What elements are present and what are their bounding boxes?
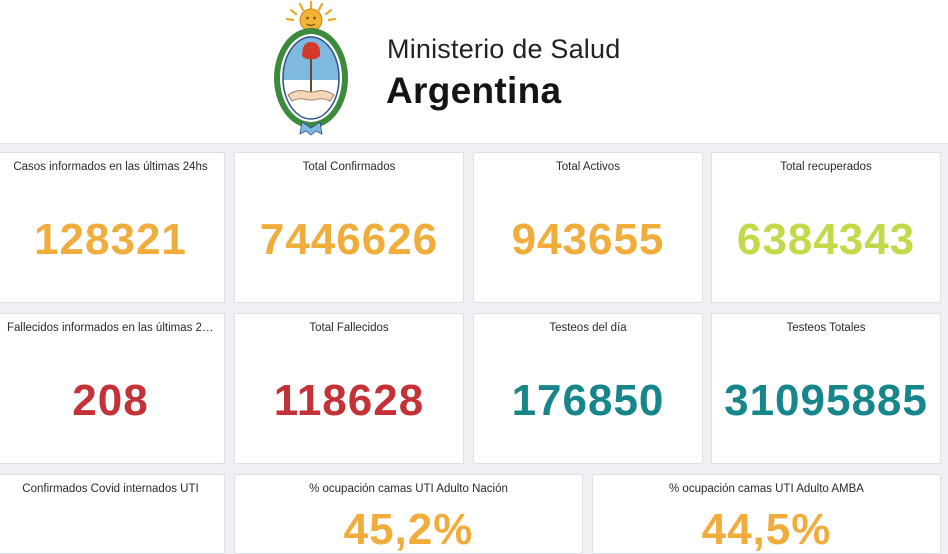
card-value: 943655 [511, 215, 665, 264]
card-ocupacion-uti-nacion: % ocupación camas UTI Adulto Nación 45,2… [234, 474, 583, 554]
card-title: Confirmados Covid internados UTI [22, 483, 199, 495]
card-title: Testeos Totales [786, 322, 866, 334]
card-title: Total Fallecidos [309, 322, 389, 334]
brand-line2: Argentina [386, 70, 562, 111]
card-title: Testeos del día [549, 322, 627, 334]
card-value: 128321 [34, 215, 187, 264]
card-title: Total recuperados [780, 161, 872, 173]
card-title: Total Confirmados [302, 161, 396, 173]
card-value: 208 [72, 376, 149, 425]
card-total-fallecidos: Total Fallecidos 118628 [234, 313, 464, 464]
card-testeos-del-dia: Testeos del día 176850 [473, 313, 703, 464]
card-fallecidos-24hs: Fallecidos informados en las últimas 24h… [0, 313, 225, 464]
card-title: % ocupación camas UTI Adulto AMBA [669, 483, 864, 495]
card-title: Casos informados en las últimas 24hs [13, 161, 208, 173]
card-value: 118628 [273, 376, 425, 425]
card-title: Total Activos [556, 161, 620, 173]
card-value: 45,2% [343, 505, 474, 554]
header: Ministerio de Salud Argentina [0, 0, 948, 144]
card-title: % ocupación camas UTI Adulto Nación [309, 483, 508, 495]
brand-line1: Ministerio de Salud [387, 34, 621, 64]
card-casos-24hs: Casos informados en las últimas 24hs 128… [0, 152, 225, 303]
card-value: 176850 [511, 376, 665, 425]
card-ocupacion-uti-amba: % ocupación camas UTI Adulto AMBA 44,5% [592, 474, 941, 554]
card-total-activos: Total Activos 943655 [473, 152, 703, 303]
card-internados-uti: Confirmados Covid internados UTI [0, 474, 225, 554]
card-total-confirmados: Total Confirmados 7446626 [234, 152, 464, 303]
card-value: 6384343 [736, 215, 916, 264]
card-value: 31095885 [724, 376, 928, 425]
card-title: Fallecidos informados en las últimas 24h… [7, 322, 214, 334]
card-value: 44,5% [701, 505, 832, 554]
card-testeos-totales: Testeos Totales 31095885 [711, 313, 941, 464]
card-total-recuperados: Total recuperados 6384343 [711, 152, 941, 303]
escudo-nacional-icon [274, 0, 348, 136]
card-value: 7446626 [259, 215, 439, 264]
